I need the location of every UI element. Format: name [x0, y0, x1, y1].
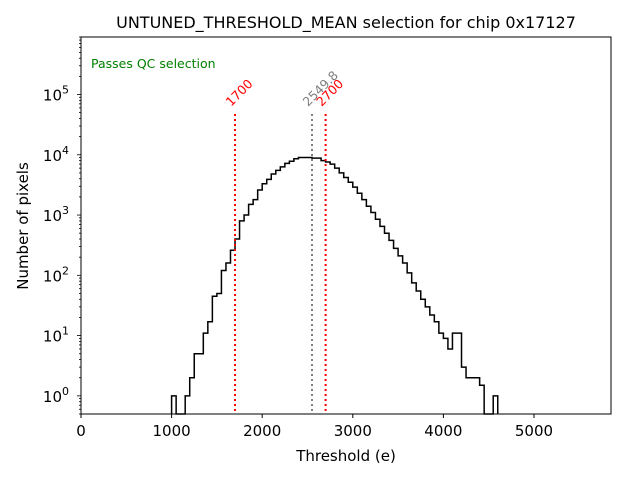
chart-title: UNTUNED_THRESHOLD_MEAN selection for chi…	[116, 13, 576, 33]
qc-status-annotation: Passes QC selection	[91, 56, 216, 71]
threshold-lines	[234, 114, 327, 414]
x-tick-label: 0	[76, 422, 86, 440]
y-tick-label: 105	[43, 84, 69, 105]
y-axis-label: Number of pixels	[14, 162, 32, 290]
y-tick-label: 101	[43, 325, 69, 346]
y-tick-label: 103	[43, 204, 69, 225]
y-tick-label: 100	[43, 385, 69, 406]
x-tick-label: 4000	[424, 422, 462, 440]
x-tick-label: 1000	[153, 422, 191, 440]
y-tick-label: 102	[43, 264, 69, 285]
plot-frame	[80, 36, 612, 415]
x-tick-label: 2000	[243, 422, 281, 440]
histogram-outline	[170, 156, 499, 415]
y-axis: 100 101 102 103 104 105	[43, 36, 81, 415]
y-tick-label: 104	[43, 144, 69, 165]
x-axis-label: Threshold (e)	[295, 447, 396, 465]
x-tick-label: 3000	[334, 422, 372, 440]
x-tick-label: 5000	[515, 422, 553, 440]
x-axis: 0 1000 2000 3000 4000 5000	[76, 414, 553, 440]
